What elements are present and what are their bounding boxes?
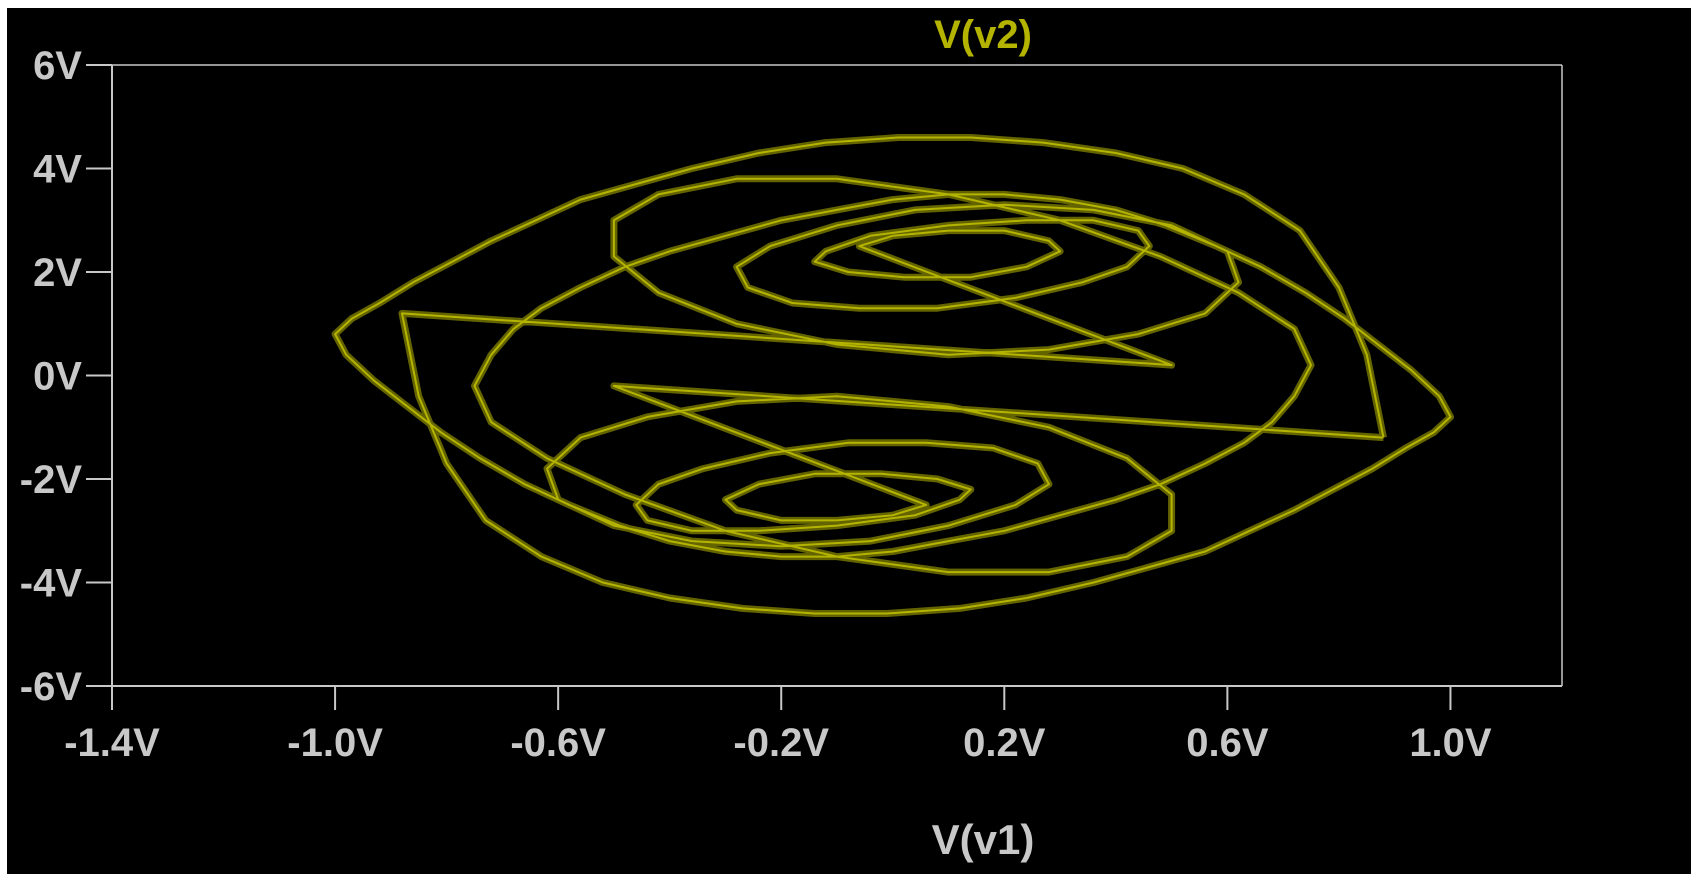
x-tick-label: -1.0V: [287, 721, 383, 765]
y-tick-label: 0V: [33, 355, 82, 399]
chart-title: V(v2): [934, 13, 1032, 57]
y-tick-label: -4V: [20, 562, 83, 606]
x-tick-label: 0.6V: [1186, 721, 1269, 765]
x-tick-label: 1.0V: [1409, 721, 1492, 765]
y-tick-label: -6V: [20, 665, 83, 709]
series-trace: [334, 136, 1452, 615]
x-tick-label: -0.6V: [510, 721, 606, 765]
y-tick-label: 6V: [33, 44, 82, 88]
y-tick-label: -2V: [20, 458, 83, 502]
y-tick-label: 2V: [33, 251, 82, 295]
x-axis-ticks: -1.4V -1.0V -0.6V -0.2V 0.2V 0.6V 1.0V: [64, 686, 1492, 765]
plot-area: [331, 134, 1454, 617]
chart: V(v2) -1.4V -1.0V -0.6V -0.2V 0.2V 0.6V 1.0V 6…: [7, 8, 1691, 874]
x-tick-label: -0.2V: [733, 721, 829, 765]
y-tick-label: 4V: [33, 148, 82, 192]
x-tick-label: 0.2V: [963, 721, 1046, 765]
x-tick-label: -1.4V: [64, 721, 160, 765]
y-axis-ticks: 6V 4V 2V 0V -2V -4V -6V: [20, 44, 112, 709]
x-axis-label: V(v1): [932, 816, 1035, 863]
